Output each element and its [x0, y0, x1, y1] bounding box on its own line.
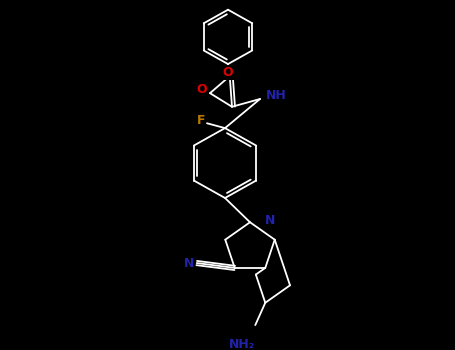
- Text: O: O: [222, 66, 233, 79]
- Text: N: N: [183, 257, 194, 270]
- Text: NH₂: NH₂: [229, 338, 255, 350]
- Text: O: O: [197, 83, 207, 96]
- Text: N: N: [265, 214, 275, 227]
- Text: F: F: [197, 114, 205, 127]
- Text: NH: NH: [266, 89, 286, 101]
